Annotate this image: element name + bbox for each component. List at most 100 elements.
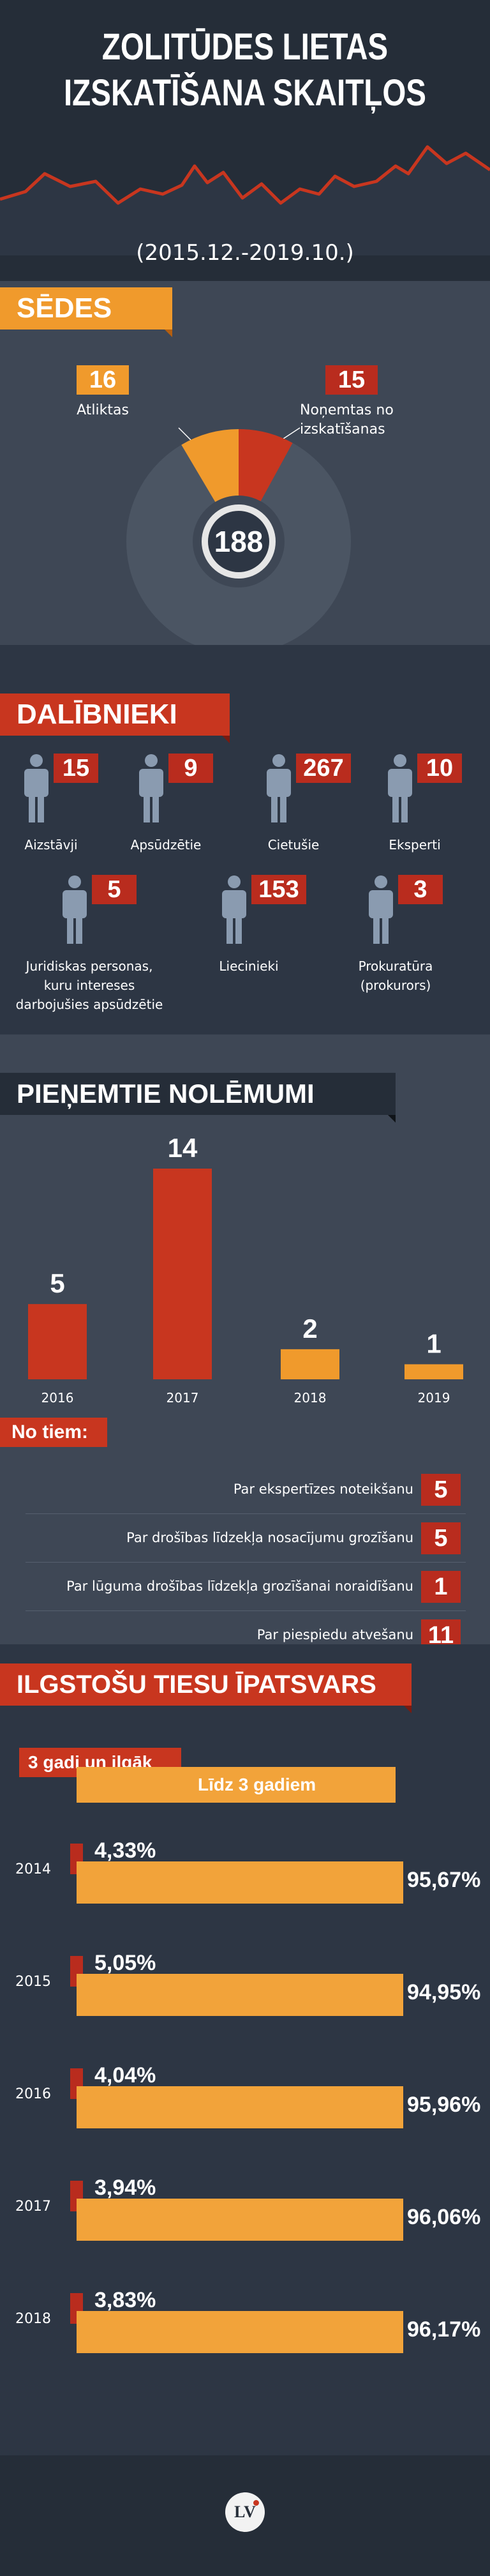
participant-label: Eksperti (389, 837, 441, 852)
short-case-percent: 96,06% (407, 2205, 481, 2229)
person-icon (139, 754, 163, 822)
donut-center (208, 511, 269, 572)
page-title-line1: Zolitūdes lietas (101, 26, 389, 68)
person-icon (388, 754, 412, 822)
participant-label: Apsūdzētie (130, 837, 202, 852)
sedes-heading: SĒDES (0, 287, 172, 330)
row-divider (26, 1562, 466, 1563)
decision-row-value: 1 (421, 1571, 461, 1603)
year-label: 2018 (15, 2311, 51, 2327)
participant-count-badge: 9 (168, 754, 213, 783)
bar-2016 (28, 1304, 87, 1379)
dalibnieki-section: DALĪBNIEKI 15 Aizstāvji 9 Apsūdzētie 267 Ciet… (0, 645, 490, 1034)
person-icon (24, 754, 48, 822)
bar-category-label: 2019 (418, 1390, 450, 1405)
sedes-donut-chart: 188 (126, 427, 351, 645)
participant-count-badge: 153 (251, 875, 306, 904)
ilgstoso-heading: ILGSTOŠU TIESU ĪPATSVARS (0, 1663, 412, 1706)
row-divider (26, 1513, 466, 1514)
bar-value-label: 5 (50, 1268, 64, 1298)
donut-nonemtas-arc (239, 429, 293, 501)
participant-label: Prokuratūra (358, 958, 433, 974)
bar-category-label: 2016 (41, 1390, 74, 1405)
participant-label: kuru intereses (43, 978, 135, 993)
atliktas-badge: 16 (77, 365, 129, 395)
short-case-percent: 96,17% (407, 2317, 481, 2342)
page-title-line2: izskatīšana skaitļos (63, 72, 427, 114)
zigzag-graphic (0, 145, 490, 255)
nolemumi-bar-chart: 5 2016 14 2017 2 2018 1 2019 (28, 1133, 463, 1405)
decision-row-value: 5 (421, 1474, 461, 1506)
short-case-bar (77, 2199, 403, 2241)
participant-label: Aizstāvji (24, 837, 78, 852)
bar-2018 (281, 1349, 339, 1379)
long-case-percent: 4,04% (94, 2063, 156, 2087)
bar-value-label: 1 (426, 1328, 441, 1358)
long-case-percent: 4,33% (94, 1838, 156, 1863)
short-case-percent: 95,67% (407, 1868, 481, 1892)
nolemumi-heading: PIEŅEMTIE NOLĒMUMI (0, 1073, 396, 1115)
sedes-section: SĒDES 16 Atliktas 15 Noņemtas no izskatī… (0, 281, 490, 645)
decision-row-text: Par lūguma drošības līdzekļa grozīšanai … (66, 1579, 413, 1594)
person-icon (222, 875, 246, 944)
participant-label: darbojušies apsūdzētie (15, 997, 163, 1012)
short-case-bar (77, 1861, 403, 1904)
row-divider (26, 1610, 466, 1611)
participant-count-badge: 5 (92, 875, 137, 904)
bar-value-label: 14 (168, 1133, 198, 1163)
decision-row-value: 5 (421, 1522, 461, 1554)
lv-logo-dot (253, 2500, 259, 2506)
year-label: 2017 (15, 2199, 51, 2215)
year-label: 2014 (15, 1861, 51, 1877)
donut-atliktas-arc (181, 429, 239, 503)
heading-notch-4 (404, 1706, 412, 1713)
long-case-percent: 3,94% (94, 2176, 156, 2200)
no-tiem-section: No tiem: Par ekspertīzes noteikšanu 5 Par … (0, 1418, 490, 1651)
bar-category-label: 2018 (294, 1390, 327, 1405)
short-case-bar (77, 1974, 403, 2016)
year-label: 2015 (15, 1974, 51, 1990)
short-case-percent: 94,95% (407, 1980, 481, 2004)
short-case-bar (77, 2311, 403, 2353)
no-tiem-heading: No tiem: (0, 1418, 107, 1447)
dalibnieki-heading: DALĪBNIEKI (0, 693, 230, 736)
nonemtas-label-line1: Noņemtas no (300, 402, 394, 418)
bar-2017 (153, 1169, 212, 1379)
decision-row-text: Par drošības līdzekļa nosacījumu grozīša… (126, 1530, 413, 1545)
participant-count-badge: 15 (54, 754, 98, 783)
heading-notch-3 (388, 1115, 396, 1123)
legend-orange: Līdz 3 gadiem (77, 1767, 396, 1803)
heading-notch (165, 330, 172, 337)
person-icon (369, 875, 393, 944)
short-case-percent: 95,96% (407, 2093, 481, 2117)
bar-category-label: 2017 (167, 1390, 199, 1405)
participant-label: (prokurors) (360, 978, 431, 993)
long-case-percent: 5,05% (94, 1951, 156, 1975)
nolemumi-section: PIEŅEMTIE NOLĒMUMI 5 2016 14 2017 2 2018 1 2019 (0, 1034, 490, 1418)
nonemtas-badge: 15 (325, 365, 378, 395)
year-label: 2016 (15, 2086, 51, 2102)
participant-label: Cietušie (267, 837, 320, 852)
participant-count-badge: 267 (296, 754, 351, 783)
participant-count-badge: 3 (398, 875, 443, 904)
decision-row-text: Par piespiedu atvešanu (256, 1627, 413, 1642)
bar-2019 (405, 1364, 463, 1379)
atliktas-label: Atliktas (77, 402, 129, 418)
lv-logo: LV (225, 2492, 265, 2532)
nonemtas-label-line2: izskatīšanas (300, 421, 385, 437)
participant-label: Liecinieki (219, 958, 279, 974)
bar-value-label: 2 (302, 1314, 317, 1344)
header-section: Zolitūdes lietas izskatīšana skaitļos (2… (0, 0, 490, 281)
participant-count-badge: 10 (417, 754, 462, 783)
person-icon (267, 754, 291, 822)
ilgstoso-section: ILGSTOŠU TIESU ĪPATSVARS 3 gadi un ilgāk… (0, 1644, 490, 2455)
participant-label: Juridiskas personas, (26, 958, 153, 974)
lv-logo-text: LV (234, 2503, 256, 2521)
footer-section: LV (0, 2455, 490, 2576)
sedes-total: 188 (214, 525, 264, 558)
heading-notch-2 (222, 736, 230, 743)
decision-row-text: Par ekspertīzes noteikšanu (233, 1481, 413, 1497)
long-case-percent: 3,83% (94, 2288, 156, 2312)
person-icon (63, 875, 87, 944)
short-case-bar (77, 2086, 403, 2128)
